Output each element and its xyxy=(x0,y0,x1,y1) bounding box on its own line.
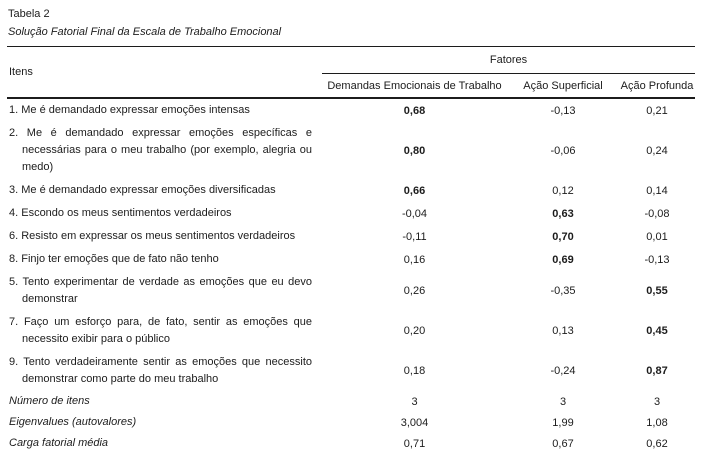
loading-value: -0,06 xyxy=(550,144,576,157)
summary-value: 1,08 xyxy=(646,416,668,429)
item-text: 4. Escondo os meus sentimentos verdadeir… xyxy=(9,207,232,219)
loading-value: 0,55 xyxy=(646,285,668,297)
item-text: 2. Me é demandado expressar emoções espe… xyxy=(9,127,312,173)
table-row-item-5: 5. Tento experimentar de verdade as emoç… xyxy=(7,271,695,311)
loading-value: 0,20 xyxy=(403,325,426,337)
summary-value: 3 xyxy=(559,395,567,408)
column-header-acao-superficial: Ação Superficial xyxy=(507,73,619,99)
loading-value: -0,11 xyxy=(402,230,427,243)
loading-value: 0,18 xyxy=(403,365,426,377)
loading-value: 0,26 xyxy=(403,285,426,297)
summary-value: 0,62 xyxy=(646,437,668,449)
table-row-item-9: 9. Tento verdadeiramente sentir as emoçõ… xyxy=(7,351,695,391)
item-text: 3. Me é demandado expressar emoções dive… xyxy=(9,184,276,196)
table-row-item-4: 4. Escondo os meus sentimentos verdadeir… xyxy=(7,202,695,225)
item-text: 8. Finjo ter emoções que de fato não ten… xyxy=(9,253,219,265)
loading-value: 0,63 xyxy=(552,207,574,220)
summary-value: 3,004 xyxy=(400,416,429,429)
table-title: Solução Fatorial Final da Escala de Trab… xyxy=(8,26,282,38)
column-header-acao-profunda: Ação Profunda xyxy=(619,73,696,99)
loading-value: 0,21 xyxy=(646,104,668,117)
loading-value: -0,04 xyxy=(401,207,428,220)
table-row-item-2: 2. Me é demandado expressar emoções espe… xyxy=(7,122,695,179)
summary-row-numero-de-itens: Número de itens 3 3 3 xyxy=(7,391,695,412)
summary-value: 0,67 xyxy=(552,437,574,449)
table-number: Tabela 2 xyxy=(8,8,50,20)
loading-value: -0,35 xyxy=(550,285,576,297)
loading-value: 0,13 xyxy=(552,325,574,337)
item-text: 5. Tento experimentar de verdade as emoç… xyxy=(9,276,312,305)
summary-value: 1,99 xyxy=(552,416,574,429)
items-column-header: Itens xyxy=(7,46,322,99)
factor-loadings-table: Itens Fatores Demandas Emocionais de Tra… xyxy=(7,46,696,449)
loading-value: 0,24 xyxy=(646,144,668,157)
item-text: 9. Tento verdadeiramente sentir as emoçõ… xyxy=(9,356,312,385)
item-text: 6. Resisto em expressar os meus sentimen… xyxy=(9,230,296,242)
table-row-item-1: 1. Me é demandado expressar emoções inte… xyxy=(7,98,695,122)
table-row-item-6: 6. Resisto em expressar os meus sentimen… xyxy=(7,225,695,248)
loading-value: 0,87 xyxy=(646,365,668,377)
loading-value: -0,13 xyxy=(644,253,670,266)
item-text: 1. Me é demandado expressar emoções inte… xyxy=(9,104,250,116)
summary-value: 3 xyxy=(653,395,661,408)
loading-value: -0,08 xyxy=(644,207,670,220)
summary-value: 3 xyxy=(411,395,418,408)
table-row-item-3: 3. Me é demandado expressar emoções dive… xyxy=(7,179,695,202)
loading-value: 0,69 xyxy=(552,253,574,266)
loading-value: 0,70 xyxy=(552,230,574,243)
header-columns-row: Demandas Emocionais de Trabalho Ação Sup… xyxy=(7,73,696,99)
loading-value: 0,45 xyxy=(646,325,668,337)
loading-value: 0,14 xyxy=(646,184,668,197)
summary-row-eigenvalues: Eigenvalues (autovalores) 3,004 1,99 1,0… xyxy=(7,412,695,433)
loading-value: 0,80 xyxy=(403,144,426,157)
item-text: 7. Faço um esforço para, de fato, sentir… xyxy=(9,316,312,345)
loading-value: -0,13 xyxy=(550,104,576,117)
loading-value: 0,66 xyxy=(403,184,426,197)
loading-value: -0,24 xyxy=(550,365,576,377)
summary-row-carga-fatorial-media: Carga fatorial média 0,71 0,67 0,62 xyxy=(7,433,695,449)
loading-value: 0,01 xyxy=(646,230,668,243)
column-header-demandas-emocionais: Demandas Emocionais de Trabalho xyxy=(322,73,507,99)
header-group-row: Itens Fatores xyxy=(7,46,696,99)
summary-label: Eigenvalues (autovalores) xyxy=(9,416,137,428)
table-row-item-7: 7. Faço um esforço para, de fato, sentir… xyxy=(7,311,695,351)
loading-value: 0,16 xyxy=(403,253,426,266)
summary-value: 0,71 xyxy=(403,437,426,449)
factors-group-header: Fatores xyxy=(322,46,696,74)
summary-label: Número de itens xyxy=(9,395,90,407)
summary-label: Carga fatorial média xyxy=(9,437,109,449)
loading-value: 0,68 xyxy=(403,104,426,117)
loading-value: 0,12 xyxy=(552,184,574,197)
table-row-item-8: 8. Finjo ter emoções que de fato não ten… xyxy=(7,248,695,271)
